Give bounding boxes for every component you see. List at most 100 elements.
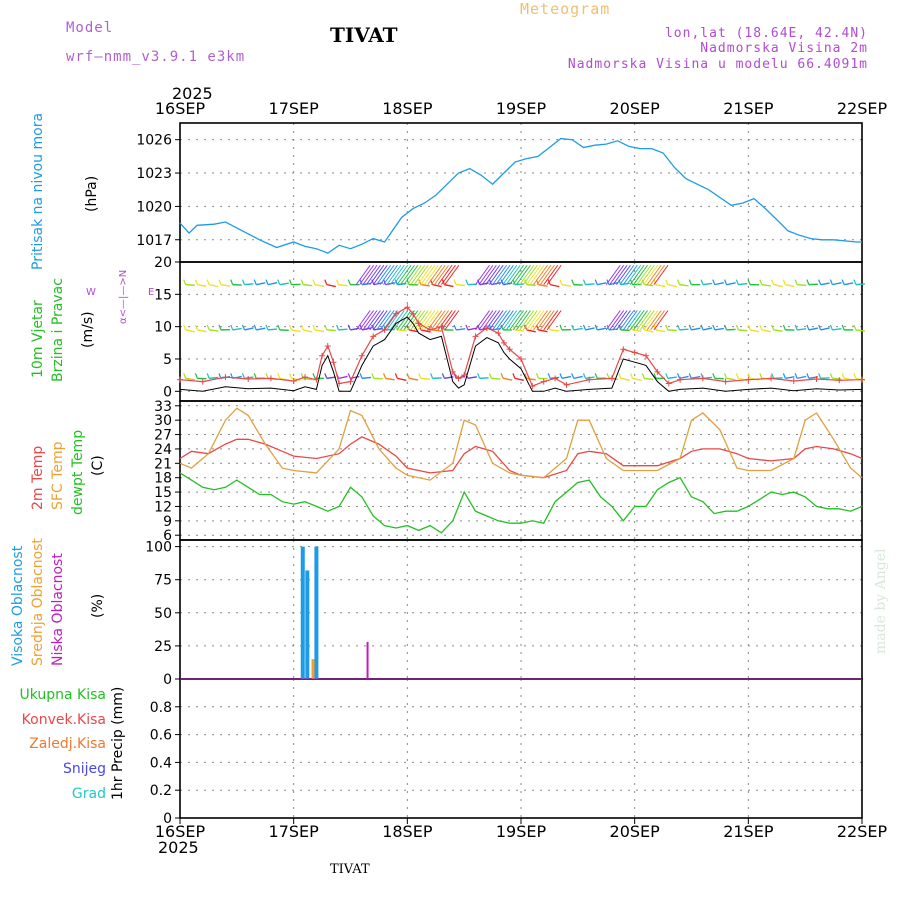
- wind-barb: [185, 377, 195, 381]
- wind-flag-hatch: [359, 264, 374, 285]
- wind-barb-flag: [759, 279, 763, 285]
- wind-barb-flag: [782, 373, 786, 379]
- time-tick-label-top: 18SEP: [382, 99, 433, 118]
- wind-barb-flag: [700, 279, 704, 285]
- wind-barb-flag: [806, 373, 810, 379]
- wind-barb-flag: [394, 373, 398, 379]
- time-tick-label-bottom: 19SEP: [496, 822, 547, 841]
- wind-speed-marker: [404, 304, 411, 311]
- page-title: TIVAT: [330, 23, 398, 47]
- wind-flag-hatch: [509, 264, 525, 285]
- wind-barb-flag: [465, 279, 469, 285]
- wind-speed-marker: [500, 339, 507, 346]
- wind-barb-flag: [300, 279, 304, 285]
- wind-barb-flag: [724, 279, 728, 285]
- wind-speed-marker: [381, 326, 388, 333]
- wind-flag-hatch: [650, 310, 665, 331]
- wind-speed-marker: [631, 349, 638, 356]
- wind-speed-marker: [552, 375, 559, 382]
- wind-barb: [538, 283, 548, 287]
- wind-barb-flag: [277, 324, 281, 331]
- wind-barb-flag: [183, 373, 187, 379]
- wind-barb-flag: [841, 324, 845, 331]
- wind-barb: [420, 283, 430, 287]
- y-tick-label: 1026: [136, 133, 172, 149]
- wind-barb-flag: [418, 373, 422, 379]
- wind-flag-hatch: [400, 264, 415, 285]
- wind-flag-hatch: [369, 310, 385, 331]
- wind-barb-flag: [477, 373, 481, 379]
- wind-barb-flag: [371, 373, 375, 379]
- wind-barb: [361, 376, 372, 380]
- wind-flag-hatch: [636, 264, 652, 285]
- wind-flag-hatch: [376, 264, 392, 285]
- wind-barb: [585, 327, 595, 331]
- wind-barb-flag: [300, 324, 304, 331]
- wind-flag-hatch: [505, 264, 521, 285]
- wind-flag-hatch: [643, 264, 659, 285]
- wind-barb-flag: [676, 373, 681, 379]
- wind-barb: [456, 328, 466, 331]
- wind-barb: [691, 327, 701, 331]
- wind-barb: [561, 375, 572, 380]
- panel-frame: [179, 122, 863, 263]
- wind-barb-flag: [782, 279, 786, 285]
- wind-barb: [573, 327, 583, 331]
- wind-flag-hatch: [512, 264, 528, 285]
- wind-barb: [702, 282, 713, 286]
- wind-barb-flag: [535, 373, 539, 379]
- model-name: wrf—nmm_v3.9.1 e3km: [66, 49, 246, 65]
- wind-barb: [279, 282, 289, 286]
- wind-flag-hatch: [509, 310, 525, 331]
- y-tick-label: 5: [163, 352, 172, 368]
- wind-barb: [526, 283, 536, 286]
- wind-flag-hatch: [430, 310, 446, 331]
- wind-speed-marker: [392, 310, 399, 317]
- wind-speed-marker: [438, 323, 445, 330]
- wind-flag-hatch: [516, 264, 531, 285]
- wind-speed-marker: [620, 346, 627, 353]
- wind-flag-hatch: [444, 310, 460, 331]
- wind-barb-flag: [430, 373, 434, 379]
- wind-barb-flag: [794, 324, 798, 331]
- wind-barb-flag: [512, 279, 516, 285]
- wind-barb-flag: [688, 324, 692, 331]
- wind-barb: [338, 328, 348, 331]
- wind-flag-hatch: [362, 310, 378, 331]
- wind-flag-hatch: [427, 310, 443, 331]
- product-title: Meteogram: [520, 0, 611, 18]
- time-tick-label-bottom: 17SEP: [269, 822, 320, 841]
- time-tick-label-top: 20SEP: [610, 99, 661, 118]
- wind-flag-hatch: [410, 310, 426, 331]
- wind-barb-flag: [806, 279, 810, 285]
- wind-barb-flag: [230, 279, 234, 285]
- wind-flag-hatch: [410, 264, 426, 285]
- wind-barb-flag: [594, 373, 598, 379]
- wind-speed-marker: [455, 375, 462, 382]
- wind-barb-flag: [453, 279, 457, 285]
- wind-barb: [667, 376, 677, 380]
- model-label: Model: [66, 20, 114, 36]
- wind-flag-hatch: [417, 310, 432, 331]
- wind-barb: [620, 282, 630, 286]
- cloud-bar-mid: [311, 659, 315, 679]
- wind-barb: [620, 377, 630, 381]
- wind-flag-hatch: [393, 264, 409, 285]
- y-tick-label: 15: [154, 485, 172, 501]
- wind-barb-flag: [253, 324, 257, 331]
- wind-barb-flag: [347, 279, 351, 285]
- wind-barb-flag: [218, 279, 222, 285]
- wind-barb: [773, 283, 783, 288]
- wind-flag-hatch: [437, 264, 453, 285]
- y-tick-label: 27: [154, 428, 172, 444]
- wind-speed-marker: [336, 380, 343, 387]
- wind-barb-flag: [818, 373, 822, 379]
- wind-barb-flag: [312, 279, 316, 285]
- precip-hail-label: Grad: [71, 786, 106, 802]
- wind-speed-marker: [529, 383, 536, 390]
- wind-barb-flag: [230, 324, 234, 331]
- wind-barb-flag: [265, 324, 269, 331]
- wind-speed-marker: [495, 330, 502, 337]
- wind-flag-hatch: [362, 264, 378, 285]
- wind-flag-hatch: [495, 310, 511, 331]
